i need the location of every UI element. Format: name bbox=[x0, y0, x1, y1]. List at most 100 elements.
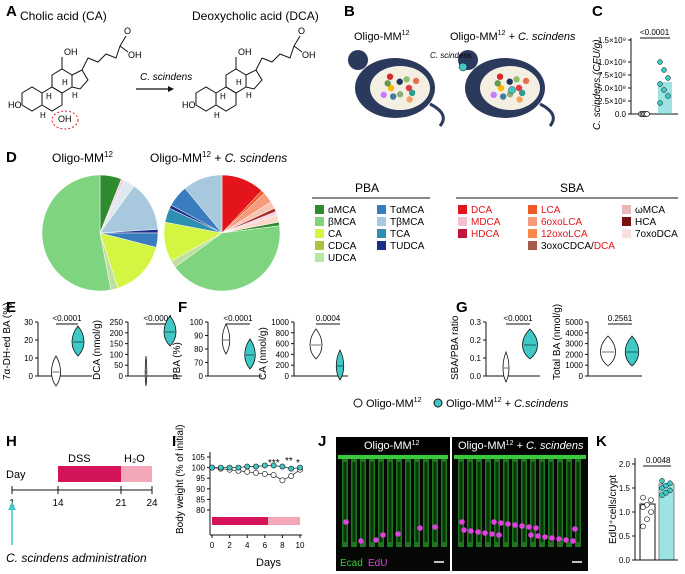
y-tick-label: 100 bbox=[110, 350, 124, 359]
y-tick-label: 105 bbox=[192, 453, 206, 462]
legend-label: αMCA bbox=[328, 205, 356, 216]
y-tick-label: 95 bbox=[196, 474, 205, 483]
crypt-lumen bbox=[531, 462, 535, 542]
bacterium-dot bbox=[496, 73, 504, 80]
y-tick-label: 4000 bbox=[565, 329, 583, 338]
panel-letter: G bbox=[456, 299, 468, 316]
y-tick-label: 150 bbox=[110, 340, 124, 349]
edu-cell bbox=[432, 524, 438, 530]
y-tick-label: 0 bbox=[29, 372, 34, 381]
panel-d: D Oligo-MM12 Oligo-MM12 + C. scindens PB… bbox=[6, 149, 678, 292]
panel-a: A Cholic acid (CA) Deoxycholic acid (DCA… bbox=[6, 3, 319, 130]
panel-h: H DSS H₂O Day 1142124 C. scindens admini… bbox=[6, 433, 158, 565]
ca-h: H bbox=[62, 78, 68, 87]
point-cscindens bbox=[657, 59, 663, 65]
pie-slice bbox=[99, 232, 157, 289]
edu-cell bbox=[570, 538, 576, 544]
dss-label: DSS bbox=[68, 453, 91, 465]
legend-swatch bbox=[528, 205, 537, 214]
legend-label: CA bbox=[328, 229, 342, 240]
edu-cell bbox=[512, 522, 518, 528]
violin bbox=[71, 325, 85, 357]
y-tick-label: 50 bbox=[114, 361, 123, 370]
y-tick-label: 600 bbox=[276, 340, 290, 349]
legend-swatch bbox=[528, 229, 537, 238]
point-oligo bbox=[640, 494, 646, 501]
bacterium-dot bbox=[389, 93, 397, 100]
y-tick-label: 0.0 bbox=[619, 556, 631, 565]
crypt-lumen bbox=[370, 462, 374, 542]
p-value: 0.2561 bbox=[608, 314, 633, 323]
y-tick-label: 80 bbox=[196, 506, 205, 515]
weight-point bbox=[217, 464, 224, 471]
bacterium-dot bbox=[490, 91, 497, 99]
legend-label: UDCA bbox=[328, 253, 357, 264]
crypt-lumen bbox=[343, 462, 347, 542]
legend-label: TCA bbox=[390, 229, 410, 240]
y-tick-label: 1.0×10⁹ bbox=[598, 58, 626, 67]
y-tick-label: 0 bbox=[285, 372, 290, 381]
violin bbox=[144, 355, 148, 387]
panel-letter: J bbox=[318, 433, 326, 450]
pie-chart-oligo bbox=[41, 174, 159, 292]
crypt-lumen bbox=[558, 462, 562, 542]
timeline-tick-label: 14 bbox=[52, 498, 64, 509]
group-legend: Oligo-MM12 Oligo-MM12 + C.scindens bbox=[353, 397, 569, 410]
legend-swatch bbox=[458, 205, 467, 214]
legend-label: DCA bbox=[471, 205, 492, 216]
sig-stars: *** bbox=[268, 458, 280, 469]
sba-legend: DCAMDCAHDCALCA6oxoLCA12oxoLCA3oxoCDCA/DC… bbox=[458, 205, 678, 252]
y-axis-label: PBA (%) bbox=[172, 342, 183, 380]
y-tick-label: 3000 bbox=[565, 340, 583, 349]
ca-oh12: OH bbox=[64, 47, 78, 57]
edu-cell bbox=[417, 525, 423, 531]
crypt-lumen bbox=[486, 462, 490, 542]
edu-cell bbox=[563, 537, 569, 543]
violin bbox=[221, 323, 231, 355]
edu-cell bbox=[528, 532, 534, 538]
x-tick-label: 6 bbox=[263, 541, 268, 550]
legend-label: HCA bbox=[635, 217, 656, 228]
point-cscindens bbox=[661, 87, 667, 93]
dca-h: H bbox=[220, 92, 226, 101]
y-ticks: 0.0 2.5×10⁸ 5.0×10⁸ 7.5×10⁸ 1.0×10⁹ 1.5×10⁹ bbox=[598, 36, 631, 119]
legend-swatch bbox=[622, 217, 631, 226]
dss-bar bbox=[58, 466, 121, 482]
violin bbox=[51, 355, 61, 387]
h2o-period bbox=[268, 517, 300, 525]
day-label: Day bbox=[6, 469, 26, 481]
edu-cell bbox=[459, 519, 465, 525]
timeline-tick-label: 21 bbox=[115, 498, 127, 509]
y-tick-label: 400 bbox=[276, 350, 290, 359]
y-tick-label: 0.1 bbox=[470, 354, 482, 363]
edu-cell bbox=[572, 526, 578, 532]
y-tick-label: 0.0 bbox=[615, 110, 627, 119]
bacterium-dot bbox=[405, 84, 413, 92]
dca-h: H bbox=[214, 111, 220, 120]
weight-point bbox=[297, 464, 303, 471]
panel-k: K 0.0 0.5 1.0 1.5 2.0 EdU⁺cells/crypt 0.0048 bbox=[596, 433, 678, 565]
y-tick-label: 20 bbox=[24, 336, 33, 345]
y-axis-label: DCA (nmol/g) bbox=[92, 320, 103, 380]
img2-header bbox=[452, 437, 588, 453]
pie2-title: Oligo-MM12 + C. scindens bbox=[150, 150, 287, 165]
bacterium-dot bbox=[387, 84, 395, 92]
y-tick-label: 0.3 bbox=[470, 318, 482, 327]
point-oligo bbox=[644, 111, 650, 117]
point-oligo bbox=[648, 509, 654, 515]
weight-point bbox=[244, 468, 251, 475]
legend-label-part: 3oxoCDCA/ bbox=[541, 241, 594, 252]
pie1-title: Oligo-MM12 bbox=[52, 150, 113, 165]
bacterium-dot bbox=[380, 91, 387, 99]
bacterium-dot bbox=[516, 96, 523, 103]
violin bbox=[309, 328, 323, 360]
bacterium-dot bbox=[396, 78, 403, 85]
timeline-tick-label: 24 bbox=[146, 498, 158, 509]
legend-oligo: Oligo-MM12 bbox=[366, 397, 422, 410]
pie-chart-cscindens bbox=[163, 174, 281, 292]
x-tick-label: 2 bbox=[227, 541, 232, 550]
y-tick-label: 80 bbox=[194, 345, 203, 354]
